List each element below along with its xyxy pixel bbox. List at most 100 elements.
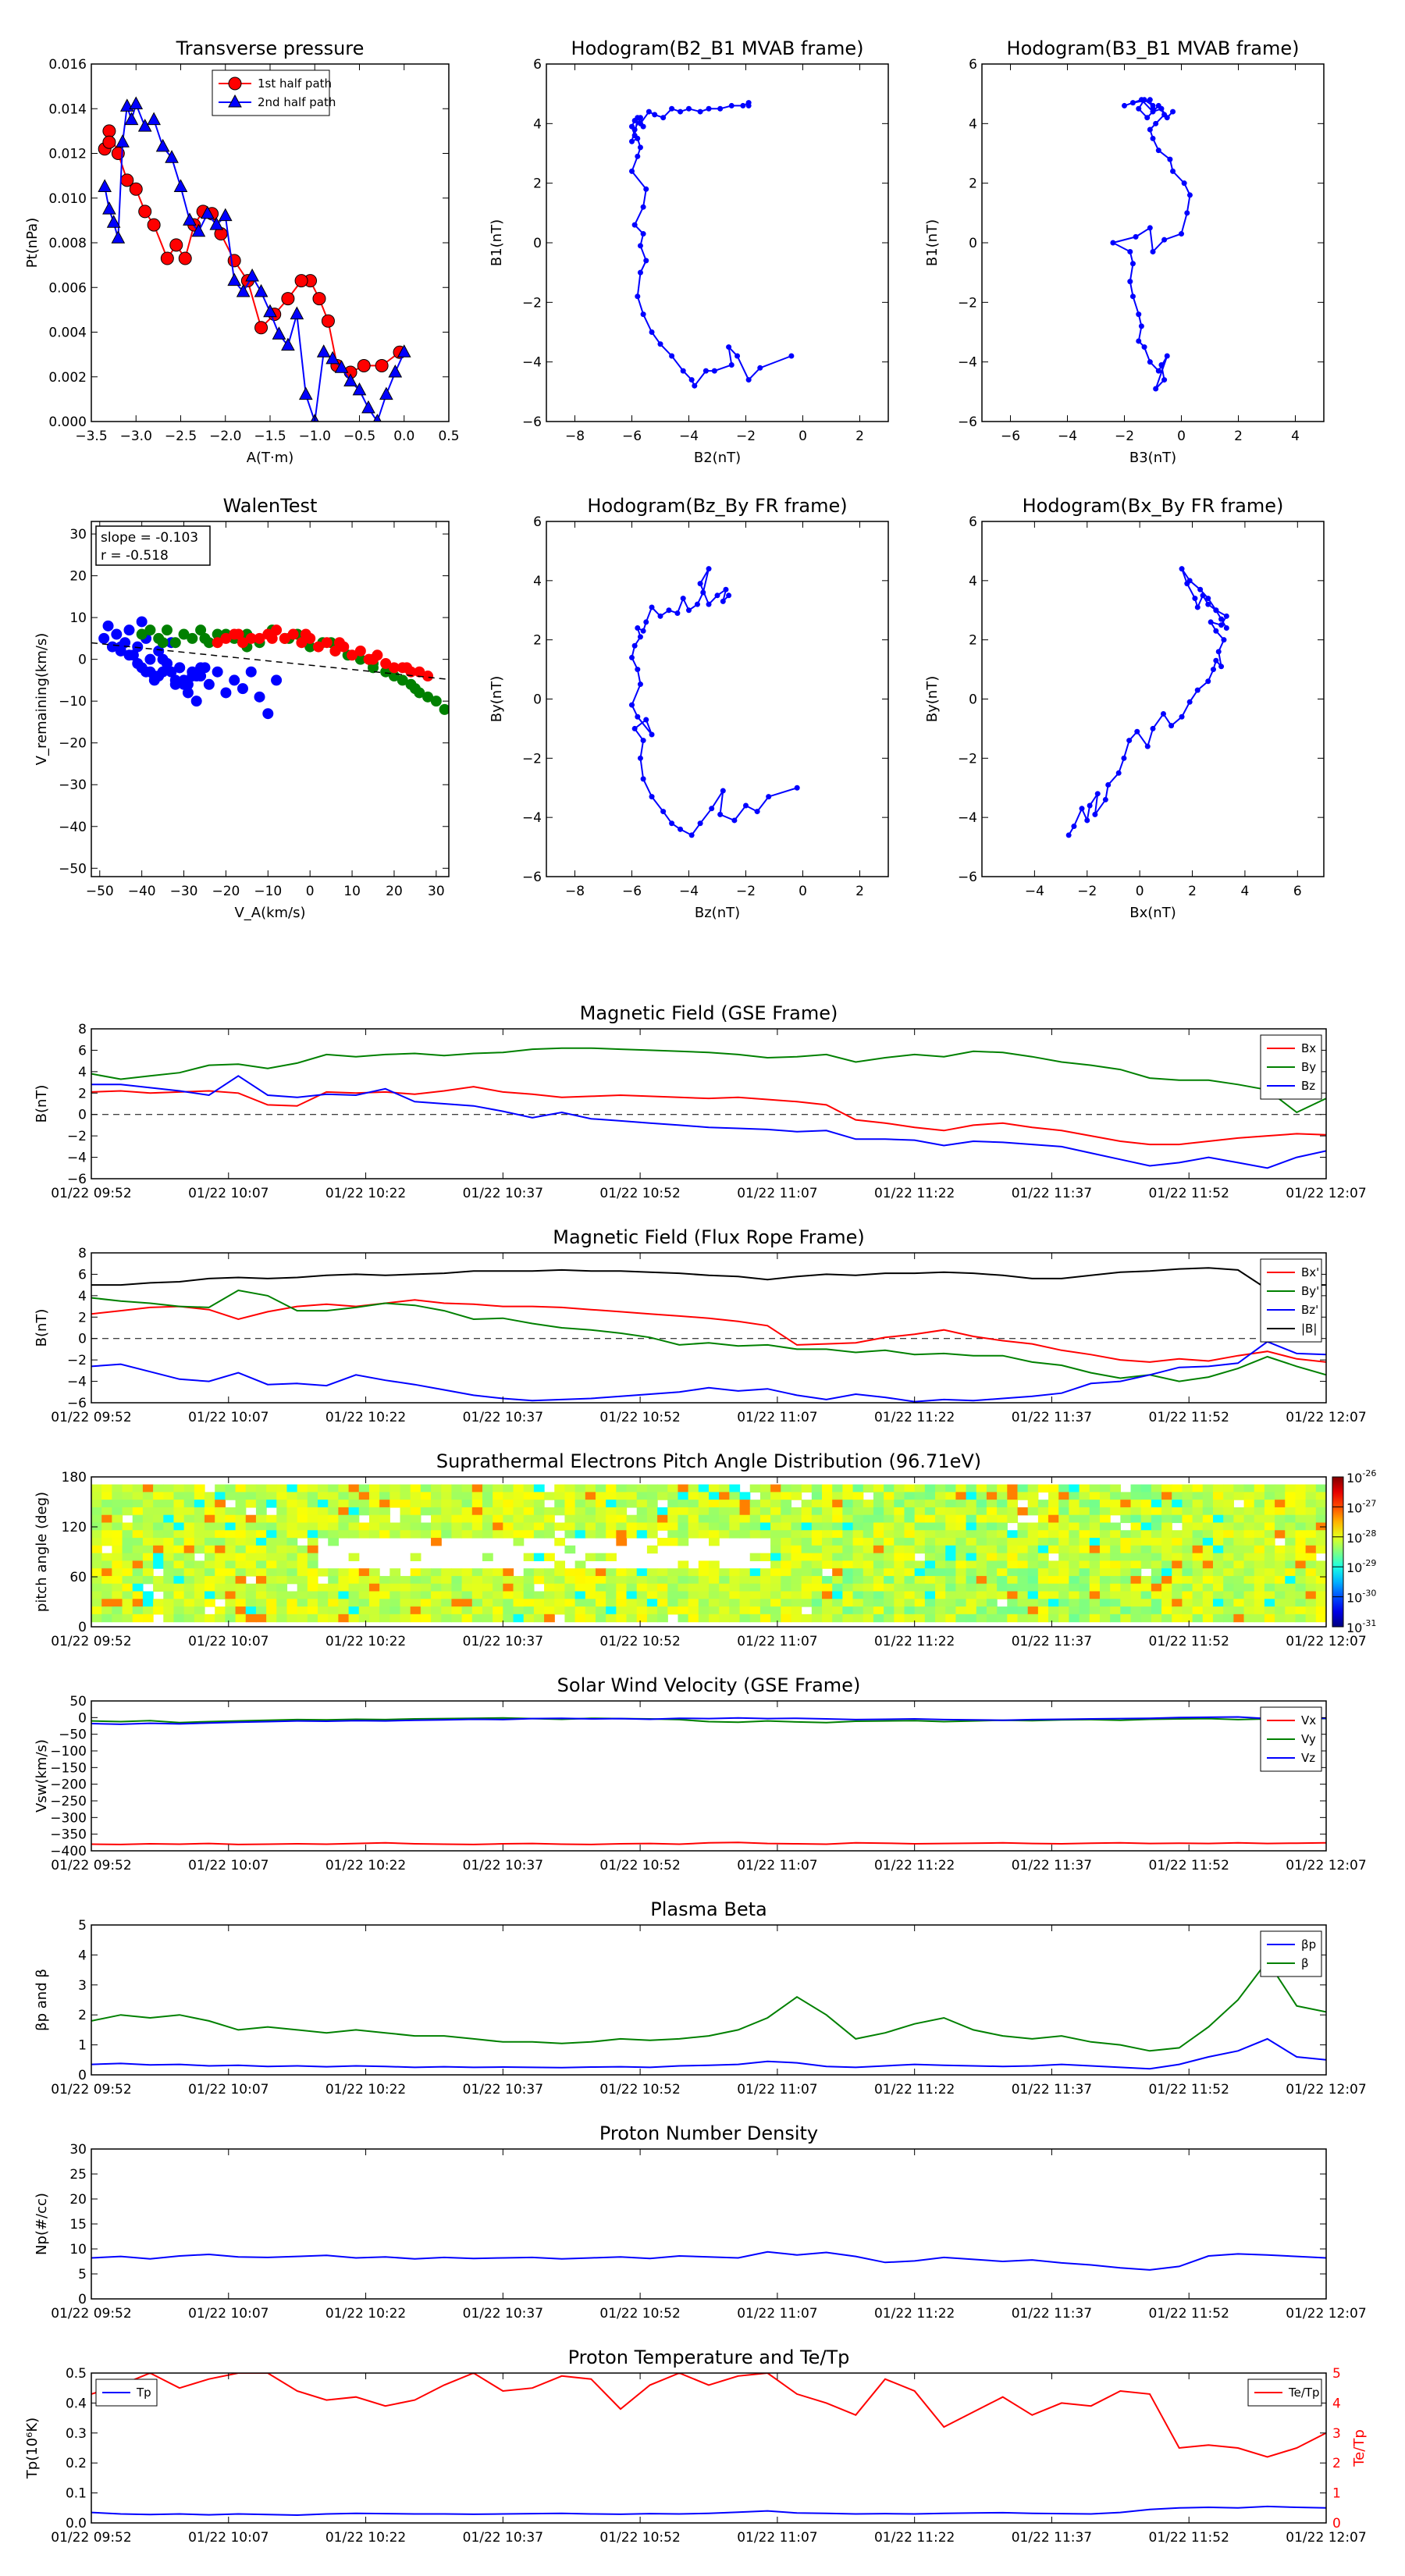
mag_gse-legend-label: Bz	[1301, 1079, 1315, 1093]
pad-cell	[122, 1553, 133, 1561]
pad-cell	[626, 1530, 638, 1539]
hodo_bzby-point	[631, 725, 638, 731]
pad-cell	[781, 1507, 792, 1516]
pad-cell	[976, 1530, 987, 1539]
pad-cell	[91, 1500, 102, 1508]
pad-cell	[646, 1575, 658, 1585]
pad-cell	[1212, 1591, 1224, 1599]
transverse_pressure-point	[298, 386, 313, 400]
hodo_bzby-point	[706, 566, 712, 572]
pad-cell	[471, 1614, 483, 1623]
pad-cell	[1099, 1514, 1111, 1524]
pad-cell	[1130, 1492, 1142, 1500]
pad-cell	[1027, 1492, 1039, 1500]
pad-cell	[1140, 1507, 1152, 1516]
walen-point	[321, 637, 333, 649]
pad-cell	[1079, 1606, 1090, 1615]
pad-cell	[1130, 1591, 1142, 1599]
transverse_pressure-point	[178, 251, 192, 265]
pad-cell	[1089, 1500, 1101, 1508]
transverse_pressure-point	[129, 182, 143, 196]
pad-cell	[112, 1492, 123, 1500]
pad-cell	[91, 1514, 102, 1524]
pad-cell	[688, 1522, 699, 1531]
hodo_b3b1-point	[1170, 168, 1176, 174]
pad-cell	[1295, 1514, 1307, 1524]
density-ytick-label: 15	[69, 2217, 87, 2233]
hodo_bxby-point	[1218, 616, 1225, 622]
pad-cell	[646, 1545, 658, 1554]
pad-cell	[1223, 1560, 1234, 1569]
hodo_bxby-ytick-label: −2	[958, 751, 977, 767]
hodo_b3b1-ytick-label: −6	[958, 415, 977, 430]
pad-cell	[606, 1522, 617, 1531]
pad-cell	[255, 1591, 267, 1599]
hodo_b2b1-point	[678, 109, 684, 115]
pad-cell	[1079, 1568, 1090, 1577]
pad-cell	[1151, 1606, 1162, 1615]
pad-cell	[544, 1575, 555, 1585]
temp-ytick-label: 0.1	[66, 2486, 87, 2502]
pad-cell	[1212, 1484, 1224, 1493]
walen-point	[195, 662, 207, 674]
pad-cell	[1140, 1606, 1152, 1615]
pad-cell	[1120, 1553, 1132, 1561]
density-time-label: 01/22 09:52	[51, 2306, 131, 2322]
pad-cell	[163, 1599, 175, 1607]
pad-cell	[215, 1575, 226, 1585]
pad-cell	[431, 1583, 442, 1592]
pad-cell	[997, 1507, 1008, 1516]
pad-cell	[533, 1553, 545, 1561]
pad-cell	[770, 1583, 781, 1592]
pad-cell	[1079, 1492, 1090, 1500]
mag_gse-ytick-label: 8	[78, 1022, 87, 1037]
pad-cell	[564, 1575, 576, 1585]
hodo_bxby-point	[1194, 604, 1200, 610]
pad-cell	[606, 1530, 617, 1539]
mag_fr-time-label: 01/22 10:22	[325, 1410, 406, 1425]
pad-cell	[431, 1484, 442, 1493]
pad-cell	[441, 1522, 453, 1531]
hodo_b3b1-point	[1184, 210, 1190, 216]
pad-cell	[286, 1514, 298, 1524]
pad-cell	[544, 1530, 555, 1539]
pad-cell	[225, 1599, 237, 1607]
pad-cell	[976, 1599, 987, 1607]
transverse_pressure-legend-label: 2nd half path	[258, 95, 336, 109]
hodo_b3b1-point	[1136, 338, 1142, 344]
pad-cell	[595, 1500, 606, 1508]
pad-cell	[1264, 1553, 1275, 1561]
pad-cell	[523, 1614, 535, 1623]
pad-cell	[894, 1507, 905, 1516]
pad-cell	[1315, 1568, 1326, 1577]
pad-cell	[904, 1545, 916, 1554]
pad-cell	[544, 1599, 555, 1607]
pad-cell	[328, 1583, 339, 1592]
temp-legend-label: Tp	[136, 2386, 151, 2400]
mag_fr-legend-label: |B|	[1301, 1322, 1317, 1336]
hodo_bzby-panel: Hodogram(Bz_By FR frame)−6−4−20246By(nT)…	[489, 495, 889, 921]
transverse_pressure-point	[98, 179, 112, 192]
pad-cell	[966, 1560, 977, 1569]
pad-cell	[183, 1606, 195, 1615]
pad-cell	[801, 1599, 813, 1607]
pad-cell	[986, 1553, 998, 1561]
pad-cell	[884, 1507, 895, 1516]
pad-cell	[626, 1606, 638, 1615]
pad-cell	[297, 1575, 308, 1585]
pad-cell	[1161, 1484, 1172, 1493]
pad-cell	[832, 1538, 843, 1546]
pad-cell	[616, 1500, 628, 1508]
pad-cell	[451, 1484, 463, 1493]
pad-cell	[1130, 1522, 1142, 1531]
pad-cell	[1069, 1545, 1080, 1554]
pad-cell	[255, 1599, 267, 1607]
pad-cell	[132, 1545, 144, 1554]
pad-cell	[544, 1583, 555, 1592]
hodo_bxby-point	[1215, 649, 1222, 655]
hodo_bxby-point	[1197, 586, 1204, 592]
pad-cell	[924, 1492, 936, 1500]
pad-cell	[153, 1545, 164, 1554]
pad-cell	[297, 1560, 308, 1569]
pad-cell	[410, 1507, 422, 1516]
